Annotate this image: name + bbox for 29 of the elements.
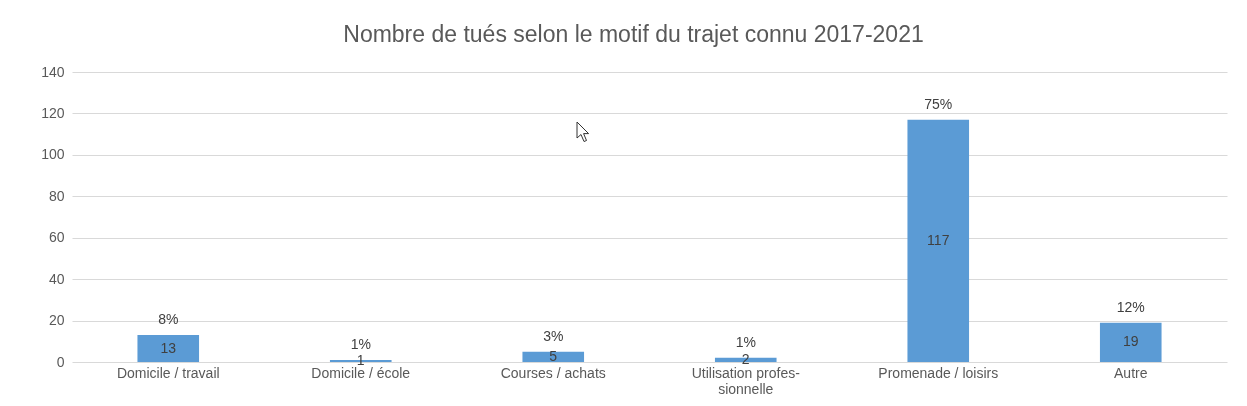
annotation: 12% (1116, 298, 1145, 315)
annotation: 8% (158, 311, 179, 328)
y-tick-label: 20 (48, 312, 65, 329)
x-tick-label: Domicile / école (311, 364, 411, 381)
x-tick-label: Courses / achats (500, 364, 606, 381)
annotation: 3% (543, 327, 564, 344)
annotation: 75% (924, 95, 953, 112)
y-tick-label: 120 (41, 104, 65, 121)
y-tick-label: 60 (48, 229, 65, 246)
bar (137, 335, 200, 362)
y-tick-label: 40 (48, 270, 65, 287)
y-tick-label: 140 (41, 63, 65, 80)
x-tick-label: Autre (1114, 364, 1148, 381)
annotation: 1% (735, 333, 756, 350)
data-label: 5 (549, 347, 558, 364)
x-tick-label: Utilisation profes-sionnelle (691, 364, 801, 397)
data-label: 117 (927, 231, 950, 248)
x-tick-label: Promenade / loisirs (878, 364, 999, 381)
x-tick-label: Domicile / travail (116, 364, 220, 381)
y-tick-label: 80 (48, 187, 65, 204)
bar (522, 351, 585, 362)
data-label: 19 (1122, 333, 1139, 350)
y-tick-label: 100 (41, 146, 65, 163)
bar (907, 119, 970, 362)
data-label: 13 (160, 339, 177, 356)
annotation: 1% (350, 335, 371, 352)
chart-title: Nombre de tués selon le motif du trajet connu 2017-2021 (343, 21, 924, 47)
y-tick-label: 0 (56, 353, 65, 370)
bar (1099, 322, 1162, 362)
